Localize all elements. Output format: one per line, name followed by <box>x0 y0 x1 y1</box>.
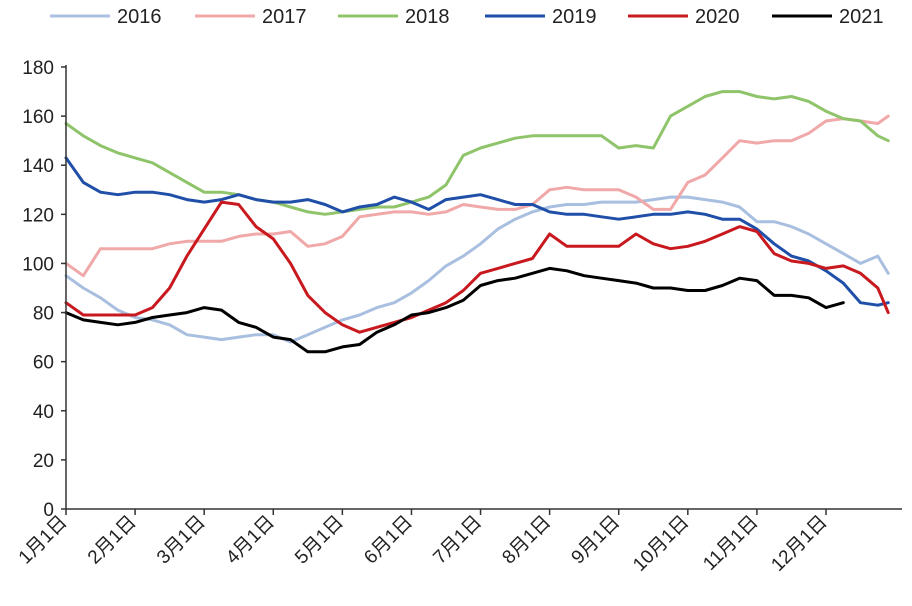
legend-label: 2018 <box>405 6 450 28</box>
x-tick-label: 8月1日 <box>499 512 556 569</box>
x-tick-label: 2月1日 <box>84 512 141 569</box>
x-tick-label: 7月1日 <box>429 512 486 569</box>
x-tick-label: 5月1日 <box>291 512 348 569</box>
legend-label: 2021 <box>839 6 884 28</box>
x-tick-label: 10月1日 <box>629 512 693 576</box>
x-tick-label: 4月1日 <box>222 512 279 569</box>
legend-item-2021: 2021 <box>772 6 884 28</box>
y-tick-label: 140 <box>22 156 54 177</box>
legend-item-2017: 2017 <box>195 6 307 28</box>
series-line-2019 <box>64 156 890 307</box>
legend-label: 2017 <box>262 6 307 28</box>
series-line-2017 <box>64 114 890 278</box>
series-line-2021 <box>64 266 845 354</box>
x-tick-label: 12月1日 <box>767 512 831 576</box>
series-line-2020 <box>64 200 890 334</box>
x-tick-label: 6月1日 <box>360 512 417 569</box>
y-tick-label: 180 <box>22 58 54 79</box>
x-tick-label: 9月1日 <box>568 512 625 569</box>
legend-item-2019: 2019 <box>485 6 597 28</box>
y-tick-label: 80 <box>33 304 54 325</box>
y-tick-label: 40 <box>33 402 54 423</box>
x-tick-label: 11月1日 <box>699 512 762 575</box>
legend-item-2018: 2018 <box>338 6 450 28</box>
legend-label: 2020 <box>695 6 740 28</box>
series-line-2016 <box>64 195 890 344</box>
legend-label: 2019 <box>552 6 597 28</box>
legend-item-2020: 2020 <box>628 6 740 28</box>
y-tick-label: 60 <box>33 353 54 374</box>
legend-item-2016: 2016 <box>50 6 162 28</box>
y-tick-label: 20 <box>33 451 54 472</box>
y-tick-label: 120 <box>22 205 54 226</box>
y-tick-label: 100 <box>22 254 54 275</box>
plot-area <box>64 90 890 354</box>
y-tick-label: 160 <box>22 107 54 128</box>
legend: 2016 2017 2018 2019 2020 2021 <box>50 6 884 28</box>
x-tick-label: 3月1日 <box>153 512 210 569</box>
series-group <box>64 90 890 354</box>
series-line-2018 <box>64 90 890 216</box>
legend-label: 2016 <box>117 6 162 28</box>
y-tick-label: 0 <box>43 500 54 521</box>
